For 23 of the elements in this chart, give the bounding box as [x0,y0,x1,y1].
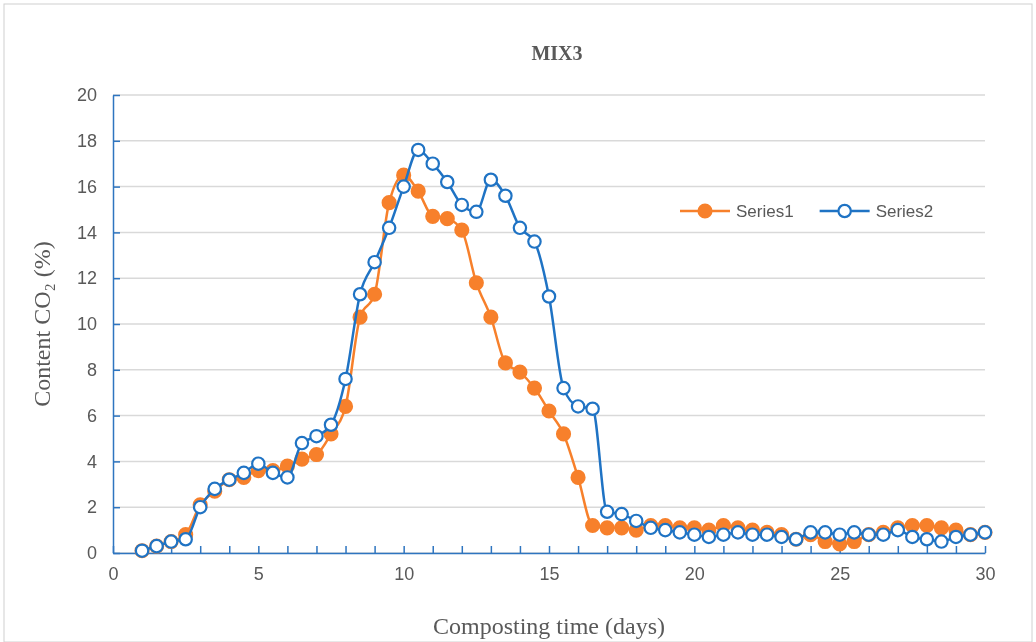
y-tick-label: 18 [76,131,97,152]
legend-label: Series2 [875,202,934,221]
y-tick-label: 8 [86,360,97,381]
x-tick-label: 5 [253,563,264,584]
x-tick-label: 15 [539,563,560,584]
y-tick-label: 20 [76,85,97,106]
y-axis-title: Content CO₂ (%) [29,241,55,407]
x-tick-label: 0 [108,563,119,584]
y-tick-label: 12 [76,268,97,289]
y-tick-label: 6 [86,405,97,426]
y-tick-label: 14 [76,222,97,243]
x-axis-title: Composting time (days) [433,613,665,639]
y-tick-label: 16 [76,176,97,197]
x-tick-label: 30 [975,563,996,584]
y-tick-label: 4 [86,451,97,472]
legend-label: Series1 [736,202,794,221]
y-tick-label: 0 [86,543,97,564]
y-tick-label: 10 [76,314,97,335]
y-tick-label: 2 [86,497,97,518]
chart-title: MIX3 [531,42,583,64]
x-tick-label: 10 [394,563,415,584]
x-tick-label: 20 [684,563,705,584]
x-tick-label: 25 [830,563,851,584]
